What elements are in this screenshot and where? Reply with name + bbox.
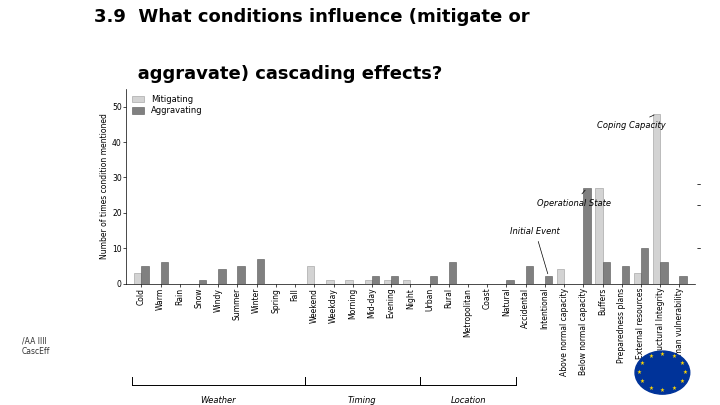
Bar bbox=[134, 273, 141, 284]
Text: Operational State: Operational State bbox=[536, 190, 611, 208]
Y-axis label: Number of times condition mentioned: Number of times condition mentioned bbox=[100, 113, 109, 259]
Text: 3.9  What conditions influence (mitigate or: 3.9 What conditions influence (mitigate … bbox=[94, 8, 529, 26]
Text: Weather: Weather bbox=[200, 396, 236, 405]
Text: aggravate) cascading effects?: aggravate) cascading effects? bbox=[94, 65, 442, 83]
Bar bbox=[526, 266, 533, 284]
Text: –: – bbox=[697, 201, 701, 210]
Legend: Mitigating, Aggravating: Mitigating, Aggravating bbox=[130, 93, 204, 117]
Text: ★: ★ bbox=[640, 361, 645, 366]
Circle shape bbox=[635, 351, 690, 394]
Bar bbox=[622, 266, 629, 284]
Bar bbox=[238, 266, 245, 284]
Text: ★: ★ bbox=[672, 354, 676, 359]
Bar bbox=[634, 273, 641, 284]
Text: ★: ★ bbox=[680, 379, 685, 384]
Text: Timing: Timing bbox=[348, 396, 377, 405]
Text: –: – bbox=[697, 180, 701, 189]
Text: ★: ★ bbox=[660, 352, 665, 357]
Bar bbox=[680, 277, 687, 283]
Text: /AA IIII
CascEff: /AA IIII CascEff bbox=[22, 336, 50, 356]
Text: ★: ★ bbox=[660, 388, 665, 393]
Text: –: – bbox=[697, 244, 701, 253]
Bar bbox=[583, 188, 590, 284]
Text: Location: Location bbox=[450, 396, 486, 405]
Bar bbox=[449, 262, 456, 284]
Bar bbox=[364, 280, 372, 283]
Text: ★: ★ bbox=[683, 370, 688, 375]
Bar bbox=[199, 280, 207, 283]
Text: ★: ★ bbox=[640, 379, 645, 384]
Bar bbox=[506, 280, 514, 283]
Bar bbox=[391, 277, 398, 283]
Bar bbox=[595, 188, 603, 284]
Text: ★: ★ bbox=[649, 354, 653, 359]
Bar bbox=[557, 269, 564, 283]
Text: ★: ★ bbox=[672, 386, 676, 391]
Bar bbox=[218, 269, 225, 283]
Bar bbox=[256, 259, 264, 284]
Bar bbox=[641, 248, 648, 284]
Bar bbox=[141, 266, 148, 284]
Bar bbox=[372, 277, 379, 283]
Text: ★: ★ bbox=[637, 370, 642, 375]
Bar bbox=[384, 280, 391, 283]
Text: ★: ★ bbox=[680, 361, 685, 366]
Bar bbox=[307, 266, 315, 284]
Bar bbox=[603, 262, 610, 284]
Text: Coping Capacity: Coping Capacity bbox=[597, 115, 666, 130]
Bar bbox=[161, 262, 168, 284]
Text: Initial Event: Initial Event bbox=[510, 227, 560, 274]
Bar bbox=[430, 277, 437, 283]
Bar bbox=[403, 280, 410, 283]
Bar bbox=[545, 277, 552, 283]
Bar bbox=[326, 280, 333, 283]
Text: ★: ★ bbox=[649, 386, 653, 391]
Bar bbox=[660, 262, 667, 284]
Bar bbox=[653, 114, 660, 284]
Bar bbox=[346, 280, 353, 283]
